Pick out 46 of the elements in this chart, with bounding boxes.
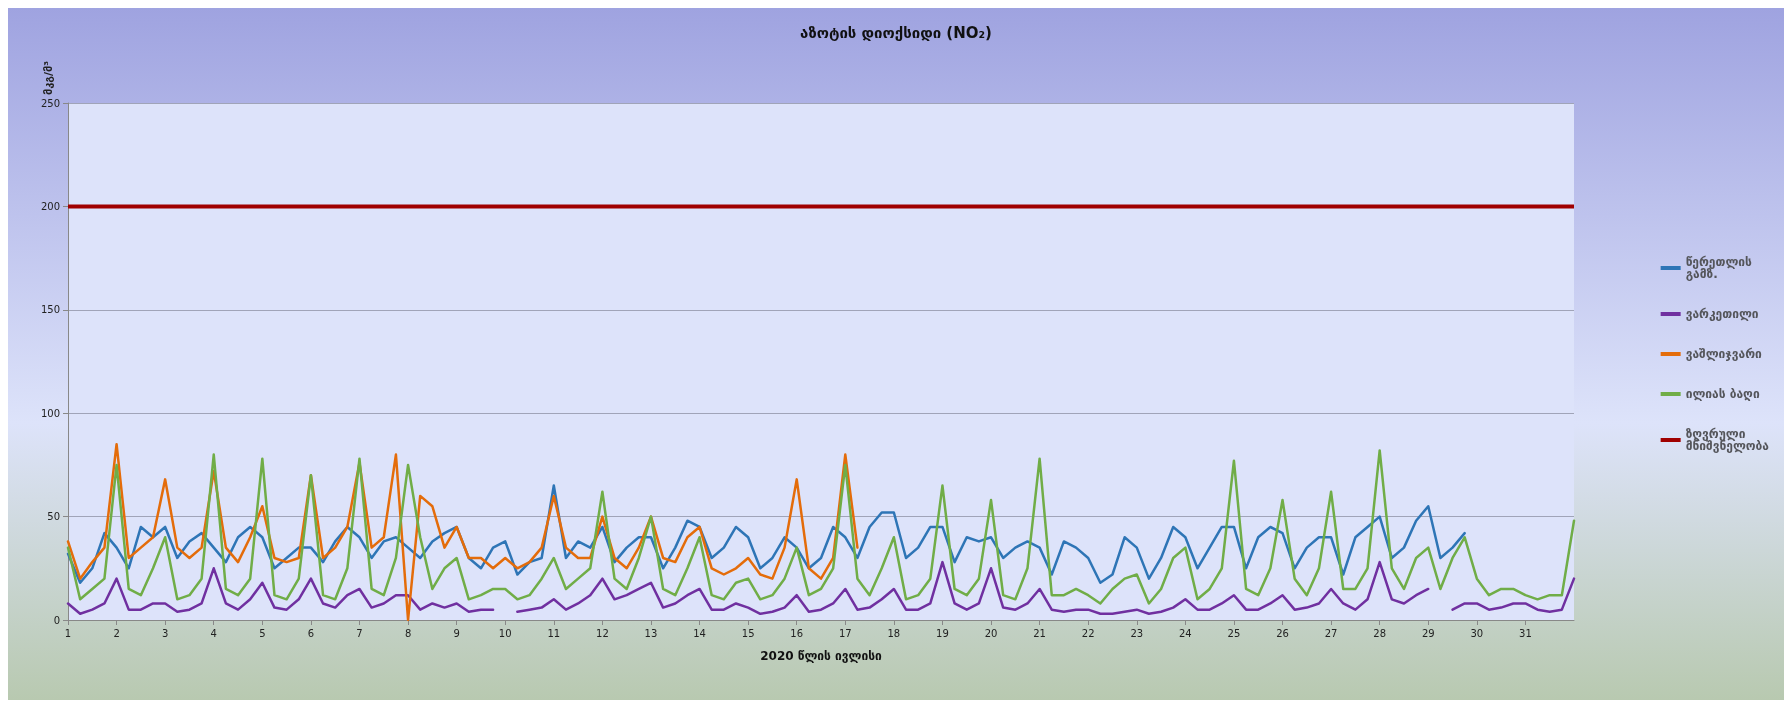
x-tick-label: 8 bbox=[404, 627, 412, 639]
x-tick-label: 18 bbox=[887, 627, 901, 639]
x-axis-title: 2020 წლის ივლისი bbox=[760, 649, 883, 663]
legend-label: წერეთლის გამზ. bbox=[1685, 255, 1757, 281]
x-tick-label: 20 bbox=[984, 627, 998, 639]
x-tick-label: 21 bbox=[1033, 627, 1046, 639]
x-tick-label: 31 bbox=[1519, 627, 1532, 639]
x-tick-label: 26 bbox=[1276, 627, 1289, 639]
x-tick-label: 7 bbox=[356, 627, 363, 639]
x-tick-label: 29 bbox=[1421, 627, 1435, 639]
y-tick-label: 250 bbox=[40, 97, 60, 109]
legend-label: ვარკეთილი bbox=[1685, 307, 1759, 321]
x-tick-label: 14 bbox=[693, 627, 706, 639]
x-tick-label: 25 bbox=[1227, 627, 1241, 639]
x-tick-label: 12 bbox=[596, 627, 609, 639]
x-tick-label: 11 bbox=[547, 627, 561, 639]
x-tick-label: 24 bbox=[1178, 627, 1192, 639]
x-tick-label: 1 bbox=[64, 627, 72, 639]
x-tick-label: 30 bbox=[1470, 627, 1484, 639]
y-tick-label: 100 bbox=[40, 407, 60, 419]
x-tick-label: 28 bbox=[1373, 627, 1387, 639]
x-tick-label: 17 bbox=[838, 627, 852, 639]
legend-label: ვაშლიჯვარი bbox=[1685, 347, 1763, 361]
chart-title: აზოტის დიოქსიდი (NO₂) bbox=[800, 23, 992, 42]
x-tick-label: 4 bbox=[210, 627, 217, 639]
x-tick-label: 27 bbox=[1324, 627, 1338, 639]
x-tick-label: 15 bbox=[741, 627, 755, 639]
x-tick-label: 9 bbox=[453, 627, 460, 639]
y-axis-title: მკგ/მ³ bbox=[42, 60, 55, 96]
x-tick-label: 23 bbox=[1130, 627, 1144, 639]
x-tick-label: 16 bbox=[790, 627, 804, 639]
x-tick-label: 3 bbox=[161, 627, 169, 639]
x-tick-label: 5 bbox=[259, 627, 266, 639]
x-tick-label: 6 bbox=[307, 627, 315, 639]
legend-label: ილიას ბაღი bbox=[1685, 387, 1760, 401]
x-tick-label: 13 bbox=[644, 627, 658, 639]
x-tick-label: 2 bbox=[113, 627, 120, 639]
y-tick-label: 150 bbox=[40, 304, 60, 316]
line-series bbox=[66, 449, 1576, 605]
y-tick-label: 50 bbox=[47, 511, 60, 523]
x-tick-label: 19 bbox=[936, 627, 949, 639]
y-tick-label: 200 bbox=[40, 200, 60, 212]
legend-label: ზღვრული მნიშვნელობა bbox=[1685, 427, 1770, 453]
x-tick-label: 10 bbox=[498, 627, 512, 639]
x-tick-label: 22 bbox=[1081, 627, 1095, 639]
y-tick-label: 0 bbox=[53, 614, 60, 626]
